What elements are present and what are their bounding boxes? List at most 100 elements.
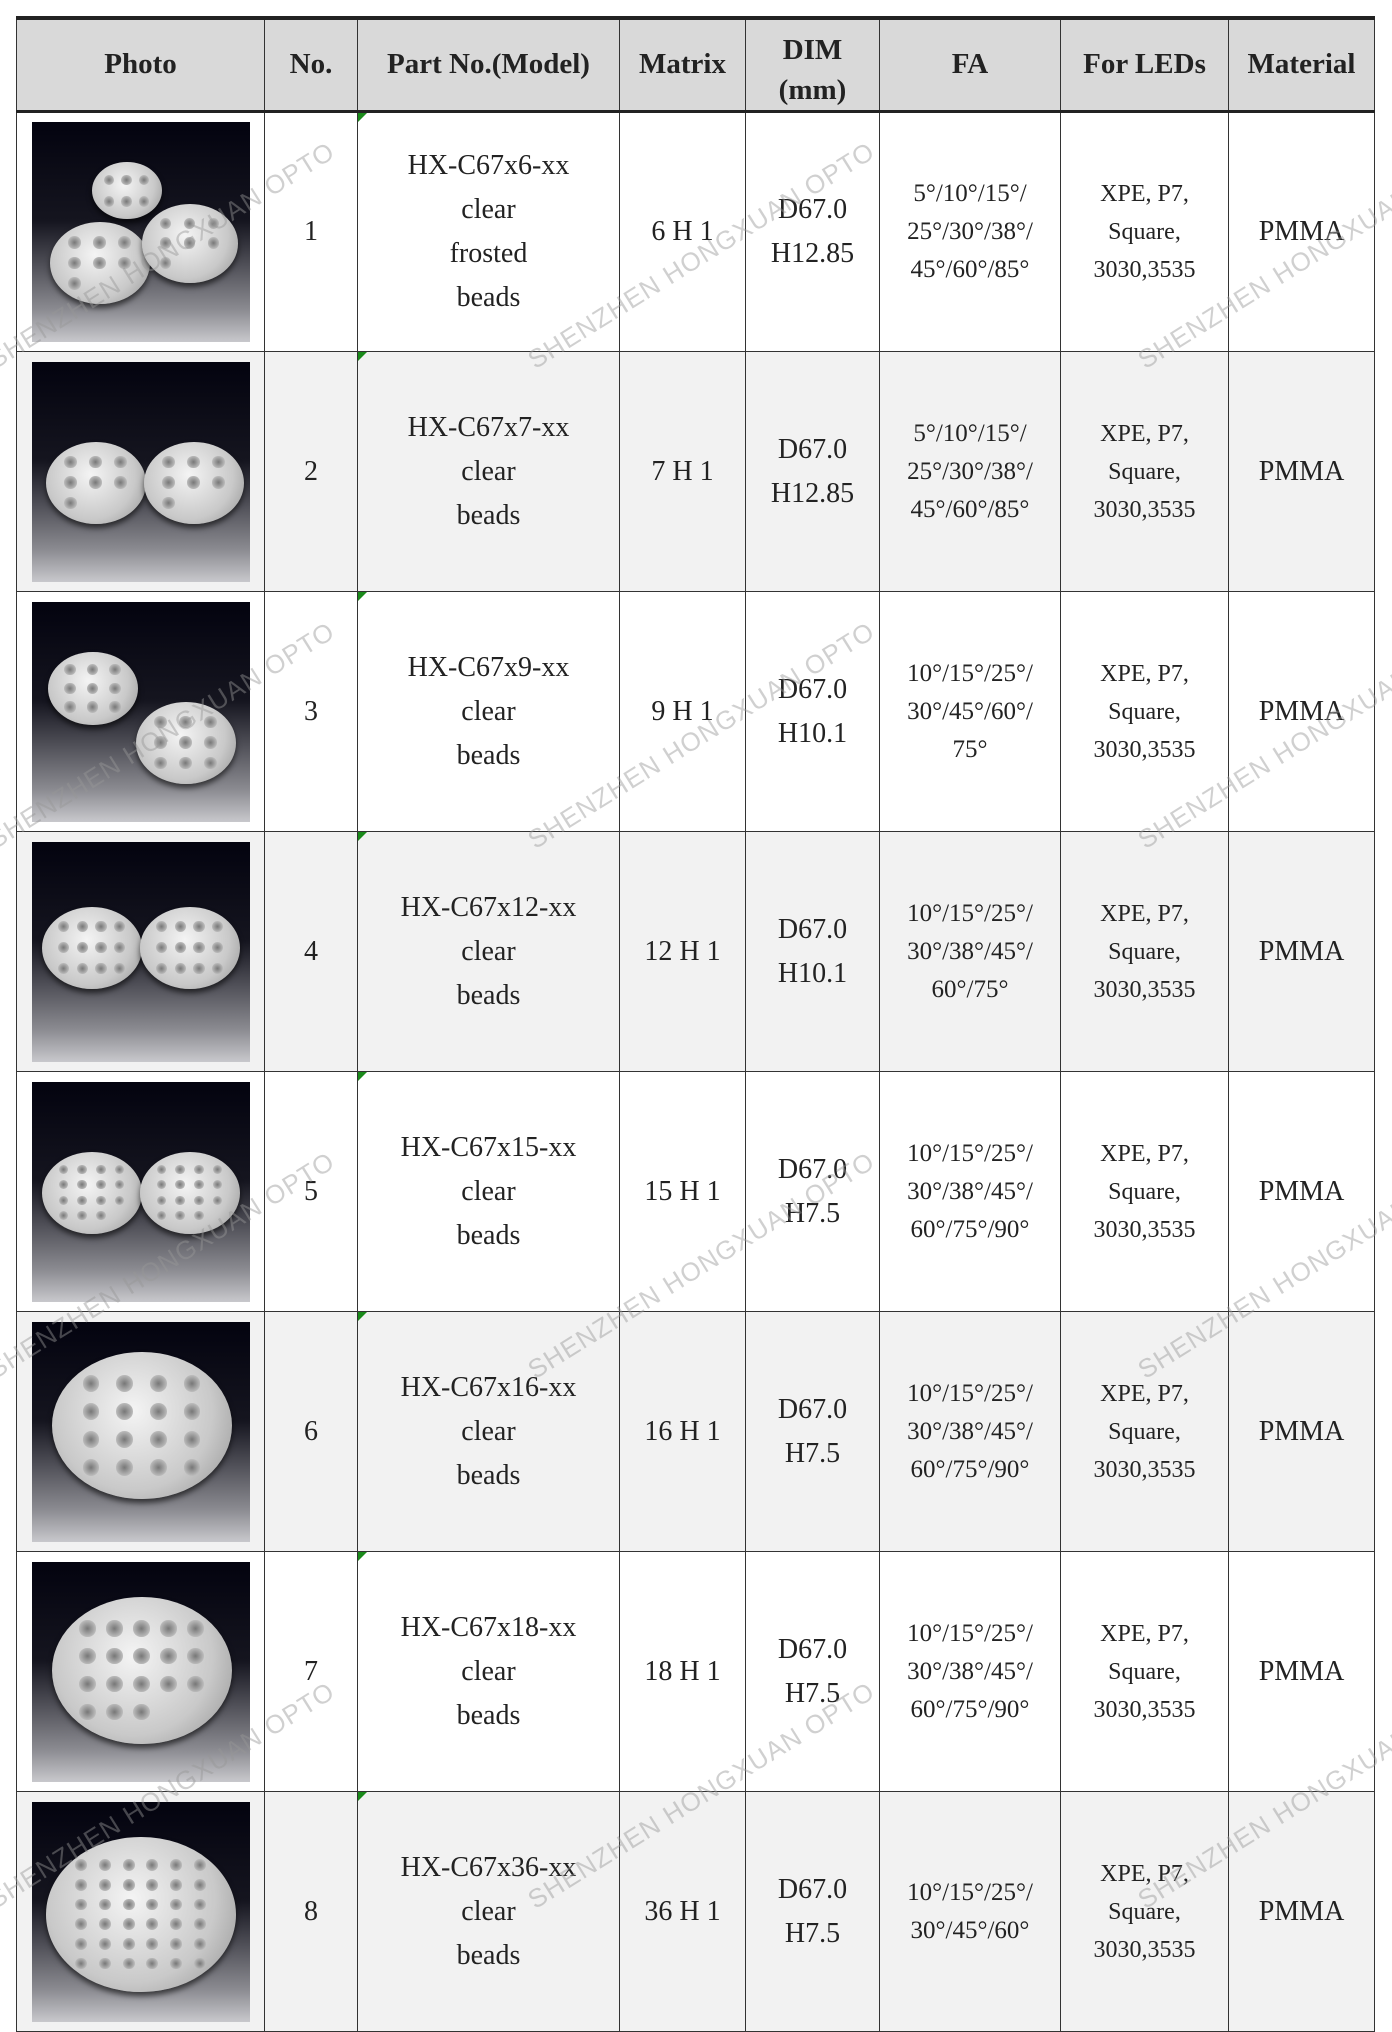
for-leds-cell: XPE, P7, Square, 3030,3535 bbox=[1060, 1311, 1229, 1552]
lens-shape bbox=[51, 1351, 232, 1500]
no-cell: 5 bbox=[264, 1071, 358, 1312]
matrix-cell: 15 H 1 bbox=[619, 1071, 746, 1312]
part-no-cell: HX-C67x7-xx clear beads bbox=[357, 351, 620, 592]
part-no-cell: HX-C67x18-xx clear beads bbox=[357, 1551, 620, 1792]
table-row: 3 HX-C67x9-xx clear beads 9 H 1 D67.0 H10.1… bbox=[16, 591, 1375, 832]
material-cell: PMMA bbox=[1228, 831, 1375, 1072]
lens-shape bbox=[45, 441, 146, 524]
for-leds-line: 3030,3535 bbox=[1093, 976, 1196, 1003]
no-cell: 2 bbox=[264, 351, 358, 592]
fa-line: 30°/38°/45°/ bbox=[907, 937, 1033, 965]
dim-line: D67.0 bbox=[777, 194, 848, 225]
lens-shape bbox=[41, 1151, 142, 1234]
model-number: HX-C67x36-xx bbox=[400, 1851, 577, 1883]
part-no-cell: HX-C67x16-xx clear beads bbox=[357, 1311, 620, 1552]
photo-cell bbox=[16, 831, 265, 1072]
for-leds-line: Square, bbox=[1108, 1178, 1181, 1205]
fa-cell: 5°/10°/15°/ 25°/30°/38°/ 45°/60°/85° bbox=[879, 351, 1061, 592]
dim-cell: D67.0 H7.5 bbox=[745, 1311, 880, 1552]
model-description-line: beads bbox=[456, 739, 521, 771]
comment-marker-icon bbox=[358, 832, 367, 841]
for-leds-cell: XPE, P7, Square, 3030,3535 bbox=[1060, 831, 1229, 1072]
material-cell: PMMA bbox=[1228, 1071, 1375, 1312]
dim-line: H12.85 bbox=[770, 477, 855, 509]
model-number: HX-C67x6-xx bbox=[407, 150, 570, 181]
model-description-line: beads bbox=[456, 979, 521, 1011]
model-number: HX-C67x16-xx bbox=[400, 1371, 577, 1403]
matrix-cell: 12 H 1 bbox=[619, 831, 746, 1072]
lens-shape bbox=[41, 906, 142, 989]
fa-line: 45°/60°/85° bbox=[910, 495, 1030, 523]
dim-line: H10.1 bbox=[777, 957, 848, 989]
photo-cell bbox=[16, 1311, 265, 1552]
fa-line: 25°/30°/38°/ bbox=[907, 218, 1033, 245]
for-leds-line: 3030,3535 bbox=[1093, 736, 1196, 763]
dim-line: D67.0 bbox=[777, 673, 848, 705]
fa-line: 30°/38°/45°/ bbox=[907, 1177, 1033, 1205]
dim-line: H7.5 bbox=[784, 1437, 841, 1469]
no-cell: 6 bbox=[264, 1311, 358, 1552]
part-no-cell: HX-C67x12-xx clear beads bbox=[357, 831, 620, 1072]
no-cell: 3 bbox=[264, 591, 358, 832]
lens-shape bbox=[139, 906, 240, 989]
photo-cell bbox=[16, 1551, 265, 1792]
for-leds-line: 3030,3535 bbox=[1093, 1456, 1196, 1483]
for-leds-line: 3030,3535 bbox=[1093, 1696, 1196, 1723]
lens-shape bbox=[47, 651, 138, 726]
for-leds-line: XPE, P7, bbox=[1100, 1380, 1189, 1407]
fa-line: 60°/75° bbox=[931, 975, 1009, 1003]
matrix-cell: 7 H 1 bbox=[619, 351, 746, 592]
for-leds-cell: XPE, P7, Square, 3030,3535 bbox=[1060, 1791, 1229, 2032]
matrix-cell: 36 H 1 bbox=[619, 1791, 746, 2032]
no-cell: 4 bbox=[264, 831, 358, 1072]
fa-line: 60°/75°/90° bbox=[910, 1695, 1030, 1723]
for-leds-line: XPE, P7, bbox=[1100, 900, 1189, 927]
photo-cell bbox=[16, 111, 265, 352]
part-no-cell: HX-C67x9-xx clear beads bbox=[357, 591, 620, 832]
dim-cell: D67.0 H12.85 bbox=[745, 351, 880, 592]
fa-cell: 10°/15°/25°/ 30°/45°/60°/ 75° bbox=[879, 591, 1061, 832]
model-description-line: beads bbox=[456, 1939, 521, 1971]
table-row: 4 HX-C67x12-xx clear beads 12 H 1 D67.0 H10… bbox=[16, 831, 1375, 1072]
model-description-line: clear bbox=[461, 455, 516, 487]
for-leds-line: XPE, P7, bbox=[1100, 660, 1189, 687]
for-leds-line: 3030,3535 bbox=[1093, 496, 1196, 523]
product-photo bbox=[31, 1561, 250, 1782]
fa-line: 30°/38°/45°/ bbox=[907, 1417, 1033, 1445]
model-description-line: beads bbox=[456, 1219, 521, 1251]
part-no-cell: HX-C67x6-xx clear frosted beads bbox=[357, 111, 620, 352]
comment-marker-icon bbox=[358, 1552, 367, 1561]
dim-cell: D67.0 H7.5 bbox=[745, 1071, 880, 1312]
model-description-line: clear bbox=[461, 935, 516, 967]
fa-line: 10°/15°/25°/ bbox=[907, 659, 1033, 687]
dim-cell: D67.0 H7.5 bbox=[745, 1551, 880, 1792]
dim-line: H7.5 bbox=[784, 1917, 841, 1949]
fa-cell: 10°/15°/25°/ 30°/38°/45°/ 60°/75° bbox=[879, 831, 1061, 1072]
dim-line: H10.1 bbox=[777, 717, 848, 749]
model-number: HX-C67x7-xx bbox=[407, 411, 570, 443]
for-leds-line: Square, bbox=[1108, 938, 1181, 965]
dim-line: D67.0 bbox=[777, 1153, 848, 1185]
no-cell: 1 bbox=[264, 111, 358, 352]
for-leds-cell: XPE, P7, Square, 3030,3535 bbox=[1060, 351, 1229, 592]
matrix-cell: 16 H 1 bbox=[619, 1311, 746, 1552]
model-description-line: beads bbox=[456, 1459, 521, 1491]
header-matrix: Matrix bbox=[619, 16, 746, 113]
part-no-cell: HX-C67x15-xx clear beads bbox=[357, 1071, 620, 1312]
part-no-cell: HX-C67x36-xx clear beads bbox=[357, 1791, 620, 2032]
for-leds-line: 3030,3535 bbox=[1093, 257, 1196, 283]
product-table: Photo No. Part No.(Model) Matrix DIM (mm… bbox=[16, 16, 1375, 2032]
photo-cell bbox=[16, 1071, 265, 1312]
for-leds-line: Square, bbox=[1108, 1658, 1181, 1685]
fa-line: 75° bbox=[952, 735, 988, 763]
material-cell: PMMA bbox=[1228, 1551, 1375, 1792]
fa-line: 10°/15°/25°/ bbox=[907, 1878, 1033, 1906]
model-number: HX-C67x12-xx bbox=[400, 891, 577, 923]
header-for-leds: For LEDs bbox=[1060, 16, 1229, 113]
fa-cell: 10°/15°/25°/ 30°/38°/45°/ 60°/75°/90° bbox=[879, 1311, 1061, 1552]
dim-line: D67.0 bbox=[777, 433, 848, 465]
comment-marker-icon bbox=[358, 592, 367, 601]
product-photo bbox=[31, 361, 250, 582]
header-row: Photo No. Part No.(Model) Matrix DIM (mm… bbox=[16, 16, 1375, 113]
lens-shape bbox=[139, 1151, 240, 1234]
